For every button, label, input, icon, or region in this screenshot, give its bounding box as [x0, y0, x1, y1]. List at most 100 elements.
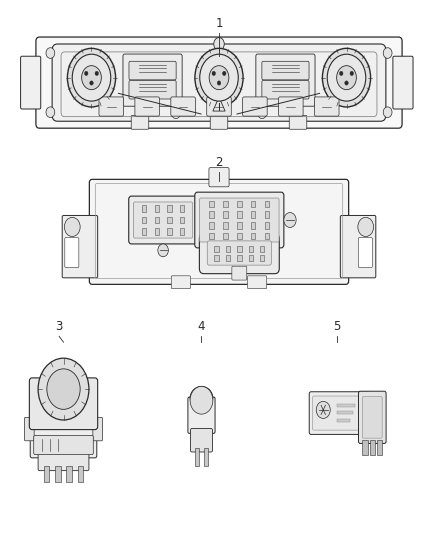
Bar: [265, 233, 269, 239]
FancyBboxPatch shape: [207, 97, 231, 116]
Bar: [209, 233, 214, 239]
Bar: [237, 212, 241, 218]
Circle shape: [358, 217, 374, 237]
FancyBboxPatch shape: [188, 397, 215, 433]
FancyBboxPatch shape: [129, 196, 198, 244]
Circle shape: [95, 71, 99, 76]
Bar: [237, 200, 241, 207]
Bar: [44, 466, 49, 482]
FancyBboxPatch shape: [232, 266, 247, 280]
Bar: [265, 212, 269, 218]
Bar: [251, 212, 255, 218]
Circle shape: [327, 54, 366, 101]
Bar: [223, 233, 228, 239]
Bar: [223, 200, 228, 207]
FancyBboxPatch shape: [52, 44, 386, 121]
Circle shape: [337, 66, 357, 90]
Bar: [265, 222, 269, 229]
FancyBboxPatch shape: [314, 97, 339, 116]
Circle shape: [214, 37, 224, 51]
FancyBboxPatch shape: [123, 54, 182, 106]
FancyBboxPatch shape: [62, 215, 98, 278]
FancyBboxPatch shape: [289, 116, 307, 130]
FancyBboxPatch shape: [134, 202, 193, 238]
Circle shape: [85, 71, 88, 76]
Bar: [251, 233, 255, 239]
FancyBboxPatch shape: [393, 56, 413, 109]
Circle shape: [67, 49, 116, 107]
FancyBboxPatch shape: [171, 97, 195, 116]
Bar: [209, 200, 214, 207]
Circle shape: [172, 108, 180, 118]
FancyBboxPatch shape: [195, 192, 284, 248]
Circle shape: [195, 49, 243, 107]
Text: 1: 1: [215, 17, 223, 30]
Circle shape: [217, 81, 221, 85]
Bar: [248, 255, 253, 261]
Circle shape: [47, 369, 80, 409]
FancyBboxPatch shape: [200, 198, 279, 242]
Bar: [195, 448, 199, 466]
Bar: [248, 246, 253, 252]
Bar: [209, 222, 214, 229]
FancyBboxPatch shape: [363, 397, 382, 438]
FancyBboxPatch shape: [256, 54, 315, 106]
FancyBboxPatch shape: [38, 451, 89, 471]
Bar: [180, 229, 184, 235]
FancyBboxPatch shape: [171, 276, 191, 289]
Circle shape: [190, 386, 213, 414]
FancyBboxPatch shape: [358, 391, 386, 443]
Circle shape: [46, 107, 55, 118]
FancyBboxPatch shape: [340, 215, 376, 278]
Circle shape: [316, 401, 330, 418]
Bar: [223, 222, 228, 229]
Bar: [167, 217, 172, 223]
Bar: [370, 440, 375, 455]
Bar: [155, 205, 159, 212]
Circle shape: [200, 54, 238, 101]
FancyBboxPatch shape: [36, 37, 402, 128]
Circle shape: [64, 217, 80, 237]
Bar: [237, 233, 241, 239]
Circle shape: [350, 71, 353, 76]
Circle shape: [383, 107, 392, 118]
FancyBboxPatch shape: [191, 429, 212, 452]
Circle shape: [46, 48, 55, 58]
FancyBboxPatch shape: [89, 179, 349, 285]
FancyBboxPatch shape: [313, 396, 366, 430]
FancyBboxPatch shape: [209, 167, 229, 187]
Text: 2: 2: [215, 156, 223, 169]
Circle shape: [90, 81, 93, 85]
FancyBboxPatch shape: [21, 56, 41, 109]
Text: 4: 4: [198, 320, 205, 333]
Bar: [214, 246, 219, 252]
Text: 3: 3: [56, 320, 63, 333]
Bar: [337, 404, 355, 407]
Bar: [142, 217, 146, 223]
Bar: [142, 205, 146, 212]
Bar: [251, 222, 255, 229]
Bar: [155, 217, 159, 223]
Bar: [55, 466, 60, 482]
Circle shape: [158, 244, 168, 257]
Ellipse shape: [190, 390, 213, 406]
FancyBboxPatch shape: [135, 97, 159, 116]
Bar: [226, 246, 230, 252]
Bar: [237, 246, 241, 252]
Circle shape: [72, 54, 111, 101]
Bar: [337, 419, 350, 422]
Bar: [167, 205, 172, 212]
Circle shape: [339, 71, 343, 76]
Bar: [237, 222, 241, 229]
Circle shape: [223, 71, 226, 76]
Bar: [78, 466, 83, 482]
FancyBboxPatch shape: [30, 422, 97, 458]
Bar: [180, 205, 184, 212]
FancyBboxPatch shape: [131, 116, 149, 130]
Bar: [337, 411, 353, 414]
Bar: [260, 246, 264, 252]
Bar: [377, 440, 382, 455]
Bar: [67, 466, 72, 482]
Circle shape: [38, 358, 89, 420]
Circle shape: [383, 48, 392, 58]
